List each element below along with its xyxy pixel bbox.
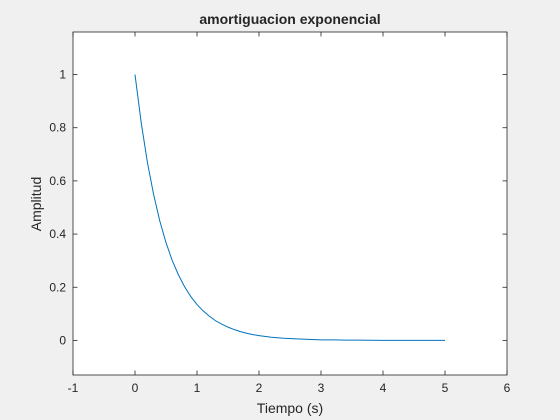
x-tick-label: -1	[68, 381, 79, 395]
axes-background	[73, 32, 507, 375]
x-tick-label: 3	[318, 381, 325, 395]
tick-labels: -1 0 1 2 3 4 5 6 0 0.2 0.4 0.6 0.8 1	[49, 68, 510, 395]
axes-box	[72, 31, 508, 376]
x-tick-label: 1	[194, 381, 201, 395]
x-tick-label: 0	[132, 381, 139, 395]
series-line	[134, 74, 446, 341]
x-tick-label: 5	[442, 381, 449, 395]
y-tick-label: 0.2	[49, 280, 66, 294]
y-tick-label: 0.6	[49, 174, 66, 188]
y-tick-label: 0.4	[49, 227, 66, 241]
x-tick-label: 4	[380, 381, 387, 395]
y-tick-label: 0.8	[49, 121, 66, 135]
y-tick-label: 0	[59, 333, 66, 347]
x-tick-label: 6	[504, 381, 511, 395]
x-tick-label: 2	[256, 381, 263, 395]
series-lines	[134, 74, 446, 341]
ticks	[72, 32, 508, 375]
y-axis-label: Amplitud	[28, 177, 44, 231]
chart-title: amortiguacion exponencial	[199, 11, 380, 27]
x-axis-label: Tiempo (s)	[257, 400, 323, 416]
y-tick-label: 1	[59, 68, 66, 82]
